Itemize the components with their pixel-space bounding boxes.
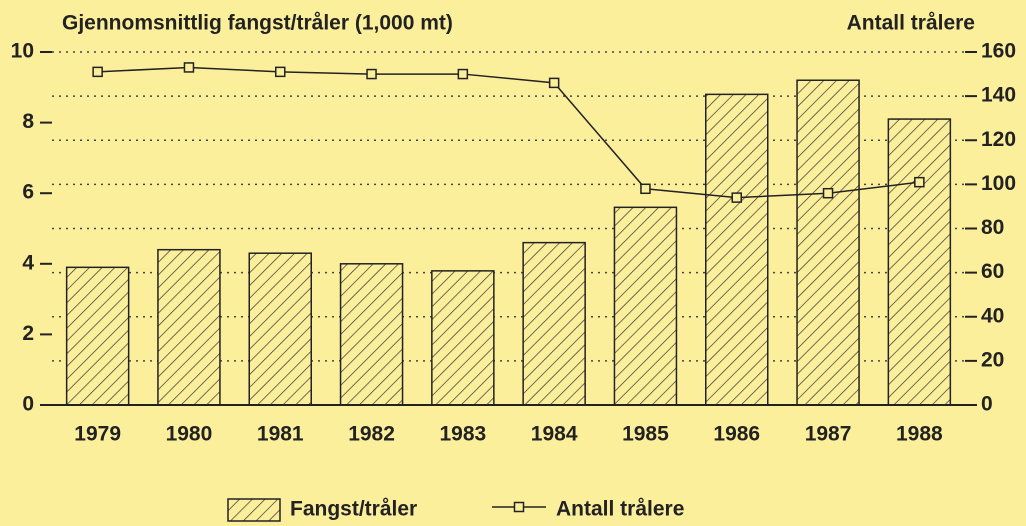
legend-label: Fangst/tråler xyxy=(290,498,417,521)
bar xyxy=(339,263,404,406)
marker xyxy=(183,62,195,73)
y-tick-label: 10 xyxy=(11,40,34,63)
x-tick-label: 1986 xyxy=(713,423,760,446)
y2-tick-label: 100 xyxy=(981,172,1016,195)
x-tick-label: 1987 xyxy=(805,423,852,446)
x-tick-label: 1981 xyxy=(257,423,304,446)
bar xyxy=(613,206,678,406)
bar xyxy=(65,266,130,406)
y-tick-label: 4 xyxy=(22,251,34,274)
bar xyxy=(157,248,221,406)
y2-axis-label: Antall trålere xyxy=(847,12,975,35)
x-tick-label: 1983 xyxy=(439,423,486,446)
bar xyxy=(705,93,769,406)
marker xyxy=(366,68,377,80)
marker xyxy=(548,77,560,89)
y-tick-label: 0 xyxy=(22,393,34,416)
y2-tick-label: 160 xyxy=(981,40,1016,63)
y-tick-label: 6 xyxy=(22,181,34,204)
y2-tick-label: 20 xyxy=(981,348,1004,371)
x-tick-label: 1979 xyxy=(74,423,121,446)
y2-tick-label: 120 xyxy=(981,128,1016,151)
x-tick-label: 1985 xyxy=(622,423,669,446)
y2-tick-label: 40 xyxy=(981,304,1004,327)
x-tick-label: 1984 xyxy=(531,423,578,446)
bar xyxy=(522,241,586,406)
line xyxy=(97,66,920,199)
marker xyxy=(822,187,834,199)
marker xyxy=(731,192,742,203)
y2-tick-label: 80 xyxy=(981,216,1004,239)
x-tick-label: 1980 xyxy=(166,423,213,446)
marker xyxy=(275,66,286,78)
y2-tick-label: 0 xyxy=(981,393,993,416)
legend-swatch xyxy=(227,498,281,522)
y-tick-label: 8 xyxy=(22,110,34,133)
bar xyxy=(431,270,495,406)
bar xyxy=(887,118,952,406)
y-tick-label: 2 xyxy=(22,322,34,345)
y2-tick-label: 60 xyxy=(981,260,1004,283)
marker xyxy=(914,176,925,188)
marker xyxy=(457,68,469,80)
legend-label: Antall trålere xyxy=(556,498,684,521)
marker xyxy=(640,183,651,195)
y2-tick-label: 140 xyxy=(981,84,1016,107)
legend-marker xyxy=(513,501,525,513)
bar xyxy=(248,252,312,406)
x-tick-label: 1988 xyxy=(896,423,943,446)
bar xyxy=(796,79,860,406)
marker xyxy=(92,66,103,78)
y-axis-label: Gjennomsnittlig fangst/tråler (1,000 mt) xyxy=(62,12,453,35)
x-tick-label: 1982 xyxy=(348,423,395,446)
